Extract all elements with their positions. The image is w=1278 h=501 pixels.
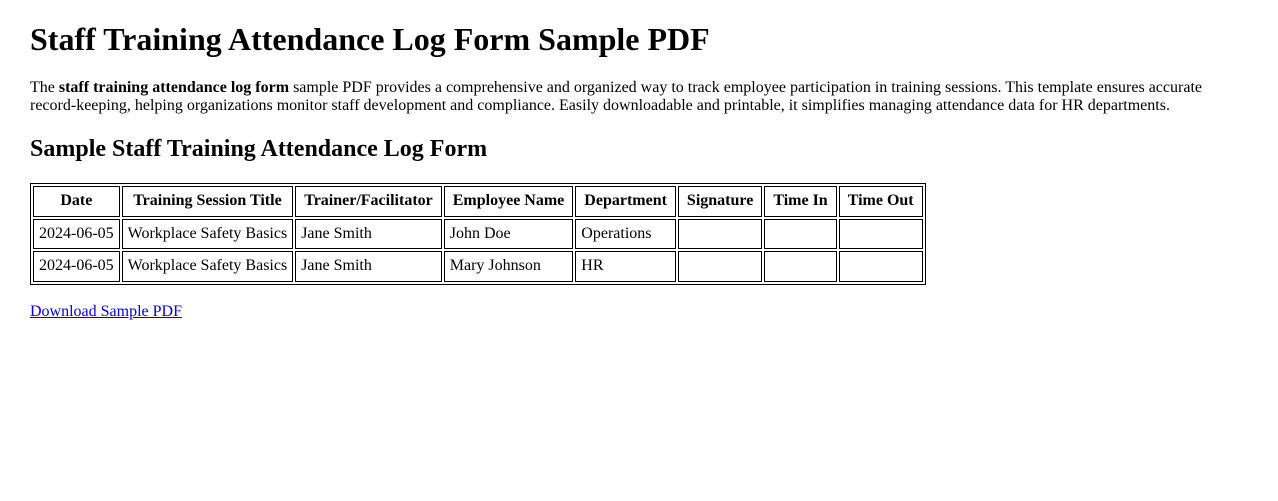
table-cell: Jane Smith	[295, 218, 442, 250]
table-row: 2024-06-05 Workplace Safety Basics Jane Sm…	[33, 251, 923, 282]
section-heading: Sample Staff Training Attendance Log For…	[30, 135, 488, 162]
page-title: Staff Training Attendance Log Form Sampl…	[30, 21, 710, 57]
table-cell: 2024-06-05	[33, 251, 120, 282]
table-cell: Mary Johnson	[443, 251, 574, 282]
intro-text-suffix: sample PDF provides a comprehensive and …	[30, 78, 1202, 115]
column-header: Signature	[677, 186, 763, 217]
attendance-table: Date Training Session Title Trainer/Facili…	[30, 183, 926, 285]
table-cell: Workplace Safety Basics	[121, 218, 294, 250]
table-cell	[764, 251, 837, 282]
table-cell: Operations	[575, 218, 676, 250]
column-header: Employee Name	[443, 186, 574, 217]
intro-paragraph: The staff training attendance log form s…	[30, 79, 1248, 116]
table-cell	[677, 251, 763, 282]
column-header: Time Out	[838, 186, 923, 217]
table-cell	[838, 251, 923, 282]
column-header: Trainer/Facilitator	[295, 186, 442, 217]
column-header: Training Session Title	[121, 186, 294, 217]
column-header: Department	[575, 186, 676, 217]
table-cell	[838, 218, 923, 250]
table-cell: 2024-06-05	[33, 218, 120, 250]
table-head: Date Training Session Title Trainer/Facili…	[33, 186, 923, 217]
table-cell: Jane Smith	[295, 251, 442, 282]
table-cell	[677, 218, 763, 250]
table-cell	[764, 218, 837, 250]
header-row: Date Training Session Title Trainer/Facili…	[33, 186, 923, 217]
intro-text-prefix: The	[30, 78, 59, 96]
table-cell: John Doe	[443, 218, 574, 250]
table-body: 2024-06-05 Workplace Safety Basics Jane Sm…	[33, 218, 923, 282]
table-cell: Workplace Safety Basics	[121, 251, 294, 282]
download-link[interactable]: Download Sample PDF	[30, 302, 182, 320]
intro-text-bold: staff training attendance log form	[58, 78, 290, 96]
table-cell: HR	[575, 251, 676, 282]
column-header: Time In	[764, 186, 837, 217]
column-header: Date	[33, 186, 120, 217]
download-paragraph: Download Sample PDF	[30, 303, 1248, 321]
table-row: 2024-06-05 Workplace Safety Basics Jane Sm…	[33, 218, 923, 250]
